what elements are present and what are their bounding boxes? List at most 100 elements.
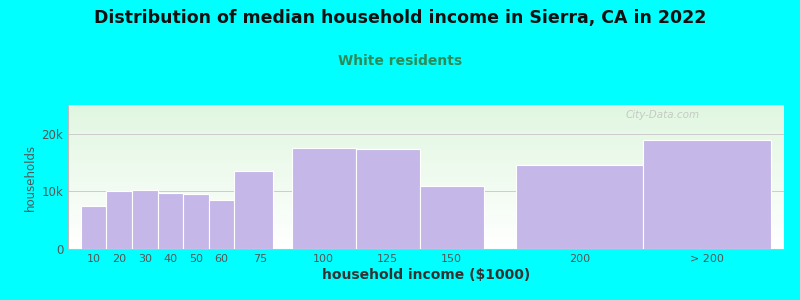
Bar bbox=[68, 125, 784, 126]
Bar bbox=[68, 201, 784, 202]
Bar bbox=[68, 196, 784, 197]
Bar bbox=[68, 120, 784, 121]
Bar bbox=[68, 138, 784, 139]
Text: City-Data.com: City-Data.com bbox=[626, 110, 699, 120]
Bar bbox=[68, 246, 784, 247]
Bar bbox=[234, 171, 273, 249]
Bar bbox=[68, 163, 784, 164]
Bar bbox=[68, 242, 784, 243]
Bar bbox=[68, 121, 784, 122]
Bar bbox=[68, 151, 784, 152]
Bar bbox=[68, 225, 784, 226]
Bar bbox=[68, 152, 784, 153]
Bar bbox=[68, 127, 784, 128]
Bar bbox=[68, 106, 784, 107]
Bar bbox=[68, 203, 784, 204]
Bar bbox=[68, 156, 784, 157]
Bar bbox=[68, 119, 784, 120]
Bar bbox=[68, 222, 784, 223]
Bar bbox=[68, 170, 784, 171]
Bar bbox=[68, 142, 784, 143]
Bar bbox=[68, 180, 784, 181]
Bar bbox=[68, 235, 784, 236]
Bar bbox=[106, 191, 132, 249]
Bar bbox=[68, 112, 784, 113]
Bar bbox=[68, 114, 784, 115]
Bar bbox=[68, 190, 784, 191]
Bar bbox=[68, 154, 784, 155]
Bar bbox=[68, 184, 784, 185]
Bar bbox=[68, 150, 784, 151]
Bar bbox=[68, 215, 784, 216]
Bar bbox=[68, 176, 784, 177]
Bar bbox=[68, 237, 784, 238]
Bar bbox=[68, 126, 784, 127]
Bar bbox=[68, 193, 784, 194]
Bar bbox=[68, 135, 784, 136]
Bar bbox=[68, 129, 784, 130]
Bar bbox=[68, 109, 784, 110]
Bar bbox=[68, 216, 784, 217]
Bar bbox=[68, 161, 784, 162]
X-axis label: household income ($1000): household income ($1000) bbox=[322, 268, 530, 282]
Bar bbox=[68, 241, 784, 242]
Bar bbox=[68, 140, 784, 141]
Bar bbox=[68, 149, 784, 150]
Bar bbox=[68, 139, 784, 140]
Bar bbox=[68, 136, 784, 137]
Bar bbox=[68, 244, 784, 245]
Bar bbox=[209, 200, 234, 249]
Bar bbox=[158, 193, 183, 249]
Bar bbox=[68, 147, 784, 148]
Bar bbox=[68, 148, 784, 149]
Bar bbox=[68, 218, 784, 219]
Bar bbox=[132, 190, 158, 249]
Bar bbox=[68, 146, 784, 147]
Bar bbox=[68, 210, 784, 211]
Bar bbox=[68, 183, 784, 184]
Bar bbox=[68, 172, 784, 173]
Bar bbox=[68, 238, 784, 239]
Bar bbox=[68, 194, 784, 195]
Bar bbox=[68, 153, 784, 154]
Bar bbox=[68, 134, 784, 135]
Bar bbox=[68, 202, 784, 203]
Bar bbox=[68, 116, 784, 117]
Bar bbox=[68, 182, 784, 183]
Bar bbox=[68, 177, 784, 178]
Bar bbox=[68, 208, 784, 209]
Bar bbox=[68, 178, 784, 179]
Bar bbox=[68, 144, 784, 145]
Bar bbox=[68, 108, 784, 109]
Bar bbox=[68, 117, 784, 118]
Bar bbox=[68, 209, 784, 210]
Text: White residents: White residents bbox=[338, 54, 462, 68]
Bar bbox=[68, 227, 784, 228]
Bar bbox=[68, 187, 784, 188]
Bar bbox=[68, 137, 784, 138]
Bar bbox=[68, 115, 784, 116]
Bar bbox=[68, 214, 784, 215]
Bar bbox=[68, 217, 784, 218]
Bar bbox=[68, 160, 784, 161]
Bar bbox=[68, 165, 784, 166]
Bar bbox=[68, 240, 784, 241]
Bar bbox=[68, 212, 784, 213]
Text: Distribution of median household income in Sierra, CA in 2022: Distribution of median household income … bbox=[94, 9, 706, 27]
Bar bbox=[68, 236, 784, 237]
Bar bbox=[183, 194, 209, 249]
Bar bbox=[68, 207, 784, 208]
Bar bbox=[68, 128, 784, 129]
Bar bbox=[68, 204, 784, 205]
Bar bbox=[68, 145, 784, 146]
Bar bbox=[68, 131, 784, 132]
Bar bbox=[68, 195, 784, 196]
Bar bbox=[68, 164, 784, 165]
Bar bbox=[68, 132, 784, 133]
Bar bbox=[68, 200, 784, 201]
Bar bbox=[68, 157, 784, 158]
Bar bbox=[68, 124, 784, 125]
Y-axis label: households: households bbox=[24, 143, 38, 211]
Bar bbox=[68, 213, 784, 214]
Bar bbox=[68, 245, 784, 246]
